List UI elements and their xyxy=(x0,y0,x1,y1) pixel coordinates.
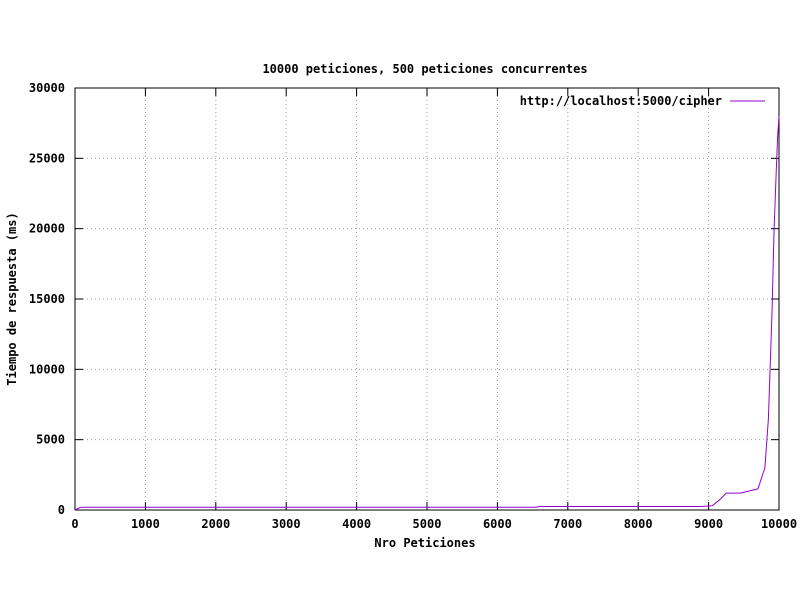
chart-title: 10000 peticiones, 500 peticiones concurr… xyxy=(262,62,587,76)
x-tick-label: 7000 xyxy=(553,517,582,531)
y-tick-label: 0 xyxy=(58,503,65,517)
x-tick-label: 2000 xyxy=(201,517,230,531)
y-tick-label: 10000 xyxy=(29,362,65,376)
x-tick-label: 10000 xyxy=(761,517,797,531)
x-tick-label: 6000 xyxy=(483,517,512,531)
y-tick-label: 15000 xyxy=(29,292,65,306)
x-tick-label: 5000 xyxy=(413,517,442,531)
series-layer xyxy=(74,116,780,511)
y-tick-label: 30000 xyxy=(29,81,65,95)
legend: http://localhost:5000/cipher xyxy=(520,94,765,108)
y-tick-label: 25000 xyxy=(29,151,65,165)
x-axis-label: Nro Peticiones xyxy=(374,536,475,550)
y-tick-label: 20000 xyxy=(29,222,65,236)
grid xyxy=(75,88,779,510)
axis-ticks: 0 1000 2000 3000 4000 5000 6000 7000 8000 9000 100… xyxy=(29,81,797,531)
x-tick-label: 9000 xyxy=(694,517,723,531)
y-axis-label: Tiempo de respuesta (ms) xyxy=(5,212,19,385)
legend-entry-label: http://localhost:5000/cipher xyxy=(520,94,722,108)
y-tick-label: 5000 xyxy=(36,433,65,447)
x-tick-label: 3000 xyxy=(272,517,301,531)
series-line xyxy=(74,116,780,511)
x-tick-label: 8000 xyxy=(624,517,653,531)
x-tick-label: 4000 xyxy=(342,517,371,531)
x-tick-label: 0 xyxy=(71,517,78,531)
x-tick-label: 1000 xyxy=(131,517,160,531)
